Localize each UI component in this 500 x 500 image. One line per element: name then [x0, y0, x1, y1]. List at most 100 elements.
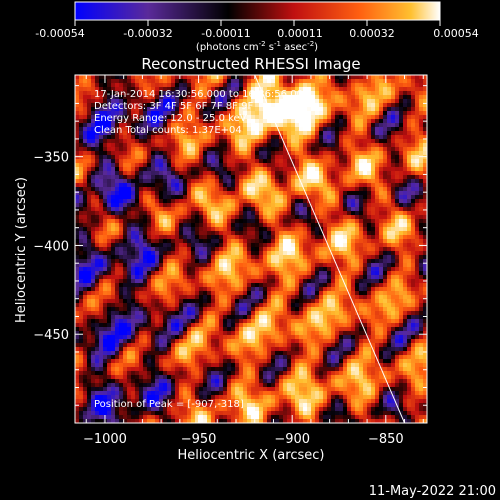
heatmap-cell [379, 239, 383, 243]
heatmap-cell [179, 187, 183, 191]
heatmap-cell [255, 183, 259, 187]
heatmap-cell [83, 123, 87, 127]
heatmap-cell [379, 175, 383, 179]
heatmap-cell [139, 75, 143, 79]
heatmap-cell [143, 167, 147, 171]
heatmap-cell [375, 99, 379, 103]
heatmap-cell [91, 159, 95, 163]
heatmap-cell [167, 83, 171, 87]
heatmap-cell [271, 239, 275, 243]
heatmap-cell [187, 231, 191, 235]
heatmap-cell [91, 95, 95, 99]
heatmap-cell [399, 107, 403, 111]
heatmap-cell [83, 91, 87, 95]
heatmap-cell [323, 275, 327, 279]
heatmap-cell [419, 131, 423, 135]
heatmap-cell [215, 159, 219, 163]
heatmap-cell [303, 171, 307, 175]
heatmap-cell [315, 267, 319, 271]
heatmap-cell [335, 143, 339, 147]
heatmap-cell [371, 215, 375, 219]
heatmap-cell [79, 91, 83, 95]
heatmap-cell [351, 183, 355, 187]
heatmap-cell [243, 135, 247, 139]
heatmap-cell [215, 123, 219, 127]
heatmap-cell [103, 247, 107, 251]
heatmap-cell [183, 231, 187, 235]
heatmap-cell [407, 135, 411, 139]
heatmap-cell [151, 211, 155, 215]
heatmap-cell [303, 155, 307, 159]
heatmap-cell [347, 191, 351, 195]
heatmap-cell [399, 211, 403, 215]
heatmap-cell [227, 147, 231, 151]
heatmap-cell [371, 211, 375, 215]
heatmap-cell [219, 163, 223, 167]
heatmap-cell [295, 275, 299, 279]
heatmap-cell [183, 283, 187, 287]
heatmap-cell [175, 147, 179, 151]
heatmap-cell [215, 263, 219, 267]
heatmap-cell [259, 199, 263, 203]
heatmap-cell [227, 183, 231, 187]
heatmap-cell [211, 291, 215, 295]
heatmap-cell [179, 127, 183, 131]
heatmap-cell [227, 167, 231, 171]
heatmap-cell [75, 127, 79, 131]
heatmap-cell [239, 255, 243, 259]
heatmap-cell [403, 175, 407, 179]
heatmap-cell [347, 155, 351, 159]
heatmap-cell [355, 175, 359, 179]
heatmap-cell [395, 251, 399, 255]
heatmap-cell [263, 147, 267, 151]
heatmap-cell [171, 155, 175, 159]
heatmap-cell [87, 183, 91, 187]
heatmap-cell [315, 263, 319, 267]
heatmap-cell [183, 235, 187, 239]
heatmap-cell [223, 123, 227, 127]
heatmap-cell [411, 223, 415, 227]
heatmap-cell [127, 147, 131, 151]
heatmap-cell [299, 199, 303, 203]
heatmap-cell [231, 147, 235, 151]
heatmap-cell [307, 263, 311, 267]
heatmap-cell [283, 223, 287, 227]
heatmap-cell [159, 143, 163, 147]
heatmap-cell [99, 279, 103, 283]
heatmap-cell [231, 159, 235, 163]
heatmap-cell [111, 75, 115, 79]
heatmap-cell [295, 103, 299, 107]
heatmap-cell [243, 279, 247, 283]
heatmap-cell [343, 175, 347, 179]
heatmap-cell [415, 167, 419, 171]
heatmap-cell [211, 159, 215, 163]
heatmap-cell [411, 171, 415, 175]
heatmap-cell [291, 159, 295, 163]
heatmap-cell [351, 139, 355, 143]
heatmap-cell [243, 99, 247, 103]
heatmap-cell [187, 119, 191, 123]
heatmap-cell [107, 259, 111, 263]
heatmap-cell [355, 155, 359, 159]
heatmap-cell [291, 91, 295, 95]
heatmap-cell [227, 115, 231, 119]
heatmap-cell [395, 255, 399, 259]
heatmap-cell [263, 151, 267, 155]
heatmap-cell [263, 91, 267, 95]
heatmap-cell [131, 91, 135, 95]
heatmap-cell [311, 295, 315, 299]
heatmap-cell [163, 119, 167, 123]
heatmap-cell [271, 263, 275, 267]
heatmap-cell [191, 283, 195, 287]
heatmap-cell [175, 119, 179, 123]
heatmap-cell [259, 79, 263, 83]
heatmap-cell [343, 115, 347, 119]
heatmap-cell [147, 79, 151, 83]
heatmap-cell [391, 155, 395, 159]
heatmap-cell [183, 115, 187, 119]
heatmap-cell [207, 243, 211, 247]
heatmap-cell [247, 107, 251, 111]
heatmap-cell [255, 199, 259, 203]
heatmap-cell [243, 115, 247, 119]
heatmap-cell [303, 223, 307, 227]
